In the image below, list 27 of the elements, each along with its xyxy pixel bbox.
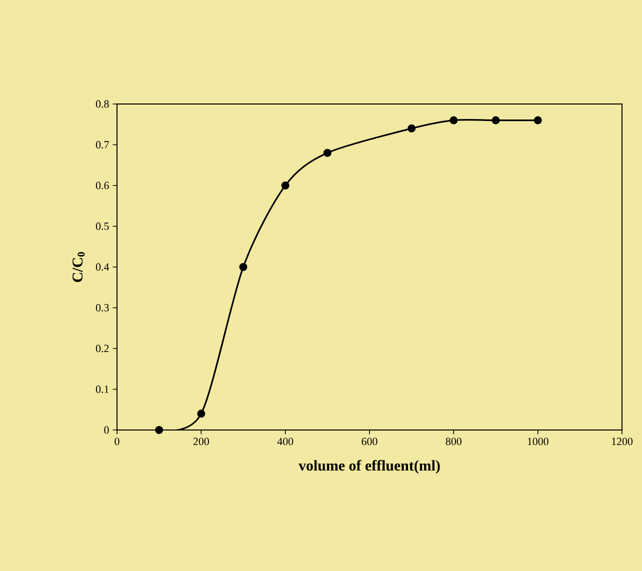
x-tick-label: 400 [277,438,294,446]
x-tick-label: 800 [446,438,462,446]
point [281,181,290,190]
point [239,262,248,271]
x-tick-label: 0 [114,438,120,446]
y-tick-label: 0.3 [96,304,109,312]
y-tick-label: 0.2 [96,344,109,352]
point [534,116,542,124]
point [408,124,416,132]
y-tick-label: 0.4 [96,263,110,271]
x-tick-label: 200 [193,438,209,446]
y-axis-title: C/C$_{0}$ [72,252,85,282]
point [450,116,458,124]
point [197,410,206,418]
point [492,116,500,124]
y-tick-label: 0.1 [96,386,109,393]
y-tick-label: 0.6 [96,182,109,190]
y-tick-label: 0.8 [96,100,109,108]
point [155,426,164,434]
x-tick-label: 1200 [612,438,633,446]
x-axis-title: volume of effluent(ml) [298,460,440,474]
y-tick-label: 0 [104,426,109,434]
x-tick-label: 1000 [528,438,548,446]
point [323,148,332,157]
y-tick-label: 0.5 [96,222,109,230]
x-tick-label: 600 [362,438,378,446]
y-tick-label: 0.7 [96,141,109,148]
